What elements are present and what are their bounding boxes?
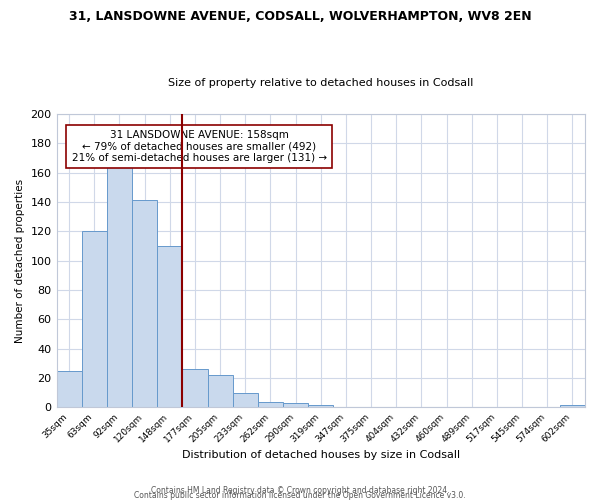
Bar [182, 370, 208, 408]
Text: 31, LANSDOWNE AVENUE, CODSALL, WOLVERHAMPTON, WV8 2EN: 31, LANSDOWNE AVENUE, CODSALL, WOLVERHAM… [68, 10, 532, 23]
Bar [283, 403, 308, 407]
Bar [157, 246, 182, 408]
Bar [208, 375, 233, 408]
Bar [82, 232, 107, 408]
Title: Size of property relative to detached houses in Codsall: Size of property relative to detached ho… [168, 78, 473, 88]
Bar [308, 404, 334, 407]
Bar [132, 200, 157, 408]
Text: 31 LANSDOWNE AVENUE: 158sqm
← 79% of detached houses are smaller (492)
21% of se: 31 LANSDOWNE AVENUE: 158sqm ← 79% of det… [71, 130, 327, 163]
Y-axis label: Number of detached properties: Number of detached properties [15, 178, 25, 342]
Text: Contains HM Land Registry data © Crown copyright and database right 2024.: Contains HM Land Registry data © Crown c… [151, 486, 449, 495]
Bar [233, 393, 258, 407]
Bar [56, 371, 82, 408]
Text: Contains public sector information licensed under the Open Government Licence v3: Contains public sector information licen… [134, 491, 466, 500]
Bar [560, 404, 585, 407]
Bar [258, 402, 283, 407]
Bar [107, 162, 132, 408]
X-axis label: Distribution of detached houses by size in Codsall: Distribution of detached houses by size … [182, 450, 460, 460]
